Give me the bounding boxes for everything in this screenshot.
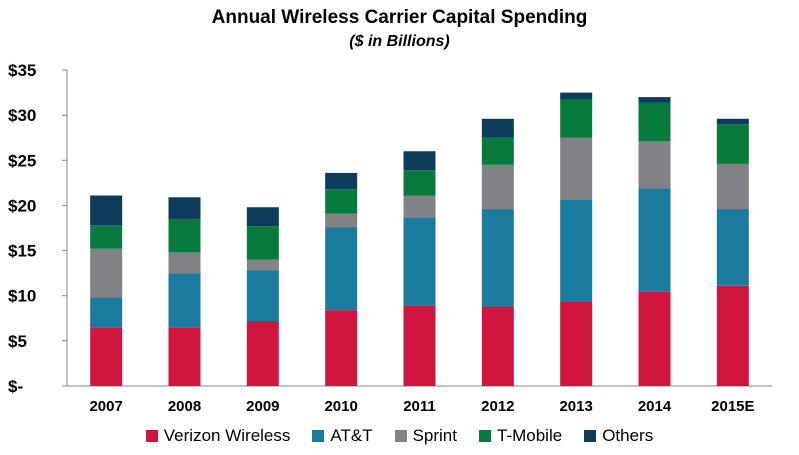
x-tick-label: 2012 xyxy=(481,398,514,415)
x-tick-label: 2008 xyxy=(168,398,201,415)
legend-label: AT&T xyxy=(330,426,373,445)
bar-segment xyxy=(481,137,514,165)
bar-segment xyxy=(246,207,279,227)
bar-segment xyxy=(716,209,749,286)
bar-segment xyxy=(325,189,358,214)
bar-segment xyxy=(403,217,436,306)
y-tick-label: $25 xyxy=(8,151,36,170)
bar-segment xyxy=(90,327,123,386)
bar-segment xyxy=(716,118,749,125)
x-tick-label: 2014 xyxy=(638,398,672,415)
bar-segment xyxy=(90,248,123,298)
bar-segment xyxy=(325,172,358,190)
y-tick-label: $30 xyxy=(8,106,36,125)
bar-segment xyxy=(638,97,671,103)
y-tick-label: $20 xyxy=(8,196,36,215)
bar-segment xyxy=(716,124,749,164)
legend-label: Others xyxy=(602,426,654,445)
bar-segment xyxy=(481,118,514,138)
bar-segment xyxy=(168,327,201,386)
bar-segment xyxy=(90,297,123,328)
legend: Verizon Wireless AT&T Sprint T-Mobile Ot… xyxy=(0,426,799,446)
x-tick-label: 2009 xyxy=(246,398,279,415)
bar-segment xyxy=(560,99,593,138)
bar-segment xyxy=(638,102,671,142)
bar-segment xyxy=(168,218,201,253)
bar-segment xyxy=(560,92,593,100)
legend-label: T-Mobile xyxy=(497,426,563,445)
bar-segment xyxy=(638,188,671,292)
bar-segment xyxy=(246,226,279,260)
legend-item-att: AT&T xyxy=(312,426,373,446)
legend-item-tmobile: T-Mobile xyxy=(479,426,562,446)
bar-segment xyxy=(716,285,749,386)
x-tick-label: 2015E xyxy=(711,398,754,415)
bar-segment xyxy=(403,151,436,171)
legend-swatch xyxy=(479,430,491,442)
legend-item-sprint: Sprint xyxy=(394,426,457,446)
x-tick-label: 2011 xyxy=(403,398,436,415)
legend-item-others: Others xyxy=(584,426,653,446)
bar-segment xyxy=(481,209,514,307)
y-tick-label: $5 xyxy=(8,332,27,351)
bar-segment xyxy=(168,197,201,219)
bar-segment xyxy=(246,259,279,271)
bar-segment xyxy=(481,306,514,386)
bar-segment xyxy=(168,273,201,328)
y-tick-label: $- xyxy=(8,377,23,396)
y-tick-label: $10 xyxy=(8,287,36,306)
legend-label: Verizon Wireless xyxy=(163,426,291,445)
bar-segment xyxy=(90,195,123,226)
bar-segment xyxy=(638,291,671,386)
bar-segment xyxy=(716,163,749,210)
chart-subtitle: ($ in Billions) xyxy=(349,33,450,50)
bar-segment xyxy=(560,137,593,201)
stacked-bar-chart: $- $5 $10 $15 $20 $25 $30 $35 2007 2008 2009 2010 20… xyxy=(8,61,772,415)
x-tick-label: 2007 xyxy=(89,398,122,415)
bar-segment xyxy=(168,252,201,274)
bar-segment xyxy=(246,270,279,321)
y-tick-label: $15 xyxy=(8,242,36,261)
bar-segment xyxy=(560,301,593,386)
legend-swatch xyxy=(312,430,325,442)
bar-segment xyxy=(246,320,279,386)
bar-segment xyxy=(481,164,514,210)
legend-swatch xyxy=(584,430,597,442)
bar-segment xyxy=(90,225,123,249)
bar-segment xyxy=(325,227,358,311)
x-tick-label: 2010 xyxy=(324,398,357,415)
legend-swatch xyxy=(145,430,158,442)
bar-segment xyxy=(325,310,358,386)
y-tick-label: $35 xyxy=(8,61,36,80)
bar-segment xyxy=(560,200,593,302)
x-tick-label: 2013 xyxy=(559,398,592,415)
legend-item-verizon: Verizon Wireless xyxy=(145,426,291,446)
legend-label: Sprint xyxy=(412,426,457,445)
bar-segment xyxy=(325,213,358,228)
bar-segment xyxy=(403,195,436,218)
bar-segment xyxy=(403,170,436,196)
legend-swatch xyxy=(394,430,407,442)
bar-segment xyxy=(403,305,436,386)
chart-title: Annual Wireless Carrier Capital Spending xyxy=(211,7,588,28)
bar-segment xyxy=(638,141,671,189)
